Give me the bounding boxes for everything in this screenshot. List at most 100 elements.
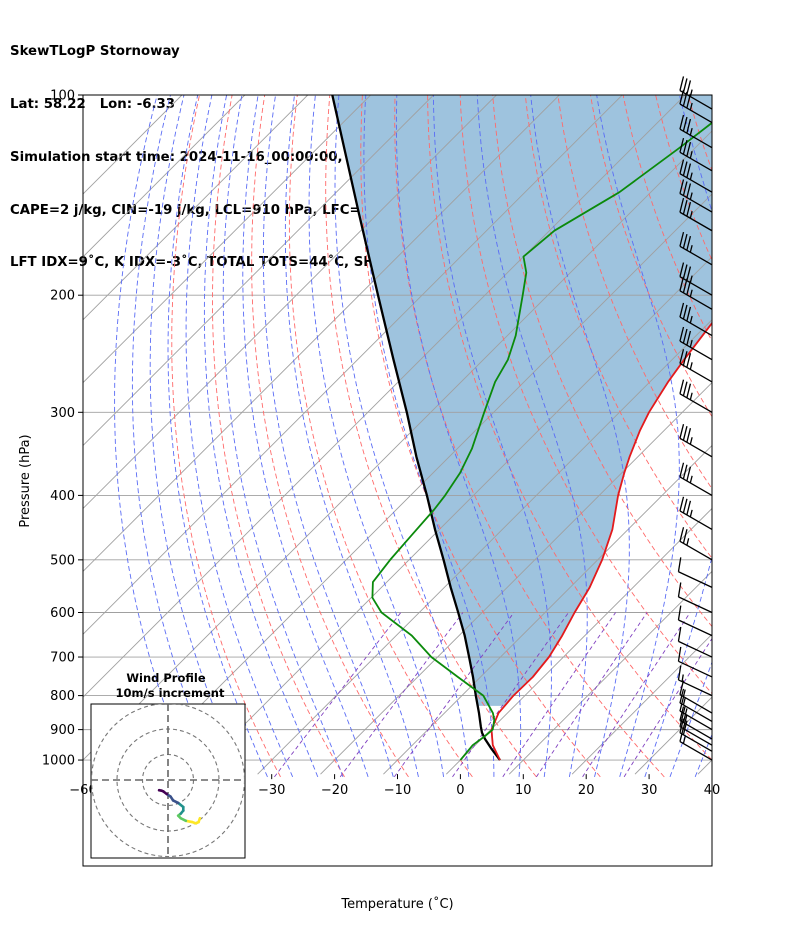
isotherm bbox=[83, 95, 371, 384]
dry-adiabat bbox=[717, 80, 794, 777]
moist-adiabat bbox=[669, 660, 712, 778]
wind-barb bbox=[679, 680, 713, 714]
y-tick-label: 900 bbox=[50, 723, 75, 738]
y-axis-label: Pressure (hPa) bbox=[18, 434, 33, 527]
isotherm bbox=[83, 95, 497, 510]
wind-barb bbox=[679, 496, 713, 530]
isotherm bbox=[83, 95, 623, 635]
isotherm bbox=[83, 95, 309, 321]
cape-fill bbox=[332, 95, 712, 706]
hodograph-inset: Wind Profile 10m/s increment bbox=[90, 671, 246, 859]
wind-barb bbox=[679, 727, 713, 761]
moist-adiabat bbox=[167, 95, 268, 778]
isotherm bbox=[571, 633, 712, 775]
mixing-ratio-line bbox=[623, 637, 712, 778]
axis-ticks: −60−50−40−30−20−100102030401000900800700… bbox=[42, 89, 720, 799]
moist-adiabat bbox=[644, 95, 712, 777]
grid-lines bbox=[83, 80, 794, 778]
x-tick-label: 0 bbox=[456, 783, 464, 798]
wind-barb bbox=[677, 646, 713, 678]
y-tick-label: 800 bbox=[50, 689, 75, 704]
isotherm bbox=[445, 507, 712, 775]
dry-adiabat bbox=[459, 95, 712, 695]
dry-adiabat bbox=[325, 95, 537, 778]
dry-adiabat bbox=[749, 80, 794, 777]
x-tick-label: −20 bbox=[321, 783, 348, 798]
isotherm bbox=[194, 256, 712, 775]
wind-barb bbox=[679, 114, 713, 149]
wind-barb bbox=[677, 582, 713, 614]
isotherm bbox=[257, 319, 712, 775]
wind-barb bbox=[679, 424, 713, 458]
dry-adiabat bbox=[360, 95, 601, 778]
moist-adiabat bbox=[363, 95, 495, 777]
parcel-line bbox=[331, 95, 501, 761]
x-tick-label: −60 bbox=[69, 783, 96, 798]
dry-adiabat bbox=[492, 95, 712, 628]
moist-adiabat bbox=[203, 95, 319, 778]
wind-barb bbox=[679, 712, 713, 746]
wind-barb bbox=[677, 665, 713, 697]
moist-adiabat bbox=[262, 95, 394, 778]
hodograph-segment bbox=[157, 788, 163, 793]
wind-barb bbox=[679, 197, 713, 232]
isotherm bbox=[383, 444, 712, 775]
y-tick-label: 600 bbox=[50, 606, 75, 621]
wind-barb bbox=[679, 159, 713, 193]
dry-adiabat bbox=[212, 95, 345, 778]
x-tick-label: 20 bbox=[578, 783, 595, 798]
moist-adiabat bbox=[433, 95, 552, 777]
wind-barb bbox=[679, 718, 713, 752]
wind-barbs bbox=[677, 76, 713, 761]
plot-frame bbox=[82, 94, 713, 867]
moist-adiabat bbox=[242, 95, 369, 778]
wind-barb bbox=[679, 179, 713, 213]
moist-adiabat bbox=[284, 95, 419, 777]
dry-adiabat bbox=[288, 95, 473, 778]
moist-adiabat bbox=[222, 95, 344, 778]
hodograph-content bbox=[91, 704, 245, 858]
isotherm bbox=[508, 570, 712, 775]
mixing-ratio-line bbox=[393, 612, 515, 778]
moist-adiabat bbox=[185, 95, 294, 778]
dry-adiabat bbox=[394, 95, 665, 778]
dry-adiabat bbox=[171, 95, 281, 778]
wind-barb bbox=[679, 527, 713, 561]
dry-adiabat bbox=[557, 95, 712, 490]
mixing-ratio-line bbox=[536, 612, 648, 778]
moist-adiabat bbox=[395, 95, 522, 777]
isotherm bbox=[83, 95, 686, 698]
moist-adiabat bbox=[720, 83, 794, 777]
hodograph-title: Wind Profile bbox=[126, 671, 206, 685]
wind-barb bbox=[679, 379, 713, 413]
dry-adiabat bbox=[781, 80, 794, 777]
moist-adiabat bbox=[334, 95, 470, 777]
x-tick-label: 40 bbox=[704, 783, 721, 798]
y-tick-label: 700 bbox=[50, 651, 75, 666]
isotherm bbox=[320, 382, 712, 775]
x-tick-label: 30 bbox=[641, 783, 658, 798]
cape-area bbox=[332, 95, 712, 706]
wind-barb bbox=[679, 326, 713, 361]
dry-adiabat bbox=[590, 95, 712, 418]
mixing-ratio-line bbox=[502, 612, 616, 778]
isotherm bbox=[83, 95, 560, 572]
x-tick-label: 10 bbox=[515, 783, 532, 798]
wind-barb bbox=[679, 262, 713, 296]
isotherm bbox=[83, 95, 434, 447]
isotherm bbox=[83, 130, 712, 761]
moist-adiabat bbox=[308, 95, 445, 777]
wind-barb bbox=[679, 231, 713, 266]
moist-adiabat bbox=[530, 95, 630, 778]
y-tick-label: 200 bbox=[50, 289, 75, 304]
profile-lines bbox=[331, 95, 712, 761]
x-axis-label: Temperature (˚C) bbox=[340, 896, 453, 912]
temperature-line bbox=[490, 321, 712, 761]
wind-barb bbox=[679, 302, 713, 337]
isotherm bbox=[761, 95, 794, 774]
x-tick-label: −30 bbox=[258, 783, 285, 798]
station-title: SkewTLogP Stornoway bbox=[10, 44, 180, 60]
wind-barb bbox=[679, 706, 713, 740]
y-tick-label: 300 bbox=[50, 406, 75, 421]
